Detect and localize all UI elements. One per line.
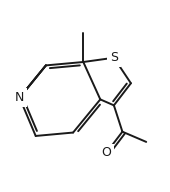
Text: N: N [15, 91, 24, 104]
Text: S: S [110, 51, 118, 64]
Text: O: O [101, 146, 111, 159]
